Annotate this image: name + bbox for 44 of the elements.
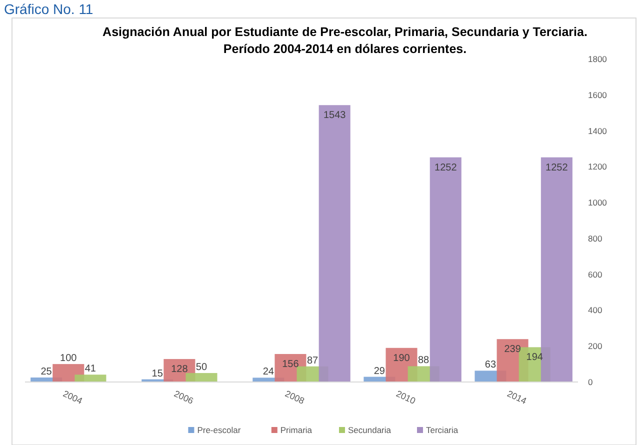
y-tick-label: 800 xyxy=(588,233,602,244)
data-label: 29 xyxy=(374,366,386,377)
data-label: 1252 xyxy=(546,162,568,174)
data-label: 128 xyxy=(171,364,188,376)
x-tick-label: 2008 xyxy=(284,388,306,406)
data-label: 88 xyxy=(418,355,430,366)
y-tick-label: 1400 xyxy=(588,126,608,136)
data-label: 63 xyxy=(484,360,496,371)
data-label: 100 xyxy=(60,353,78,364)
bar xyxy=(186,373,218,382)
data-label: 50 xyxy=(196,362,208,374)
y-tick-label: 1200 xyxy=(588,162,608,172)
chart-title: Asignación Anual por Estudiante de Pre-escolar, Primaria, Secundaria y Terciaria. xyxy=(102,25,588,39)
bar xyxy=(318,105,350,382)
y-tick-label: 400 xyxy=(588,305,602,316)
data-label: 25 xyxy=(40,366,52,378)
data-label: 190 xyxy=(393,352,410,364)
x-tick-label: 2006 xyxy=(172,388,195,406)
data-label: 24 xyxy=(262,366,274,378)
legend-label: Terciaria xyxy=(426,425,458,435)
data-label: 194 xyxy=(526,352,544,364)
data-label: 156 xyxy=(282,359,300,370)
y-tick-label: 1000 xyxy=(588,198,608,208)
y-tick-label: 600 xyxy=(588,269,602,280)
data-label: 87 xyxy=(306,355,319,366)
bar xyxy=(430,157,462,382)
y-tick-label: 0 xyxy=(588,376,593,387)
data-label: 15 xyxy=(152,368,164,380)
chart-subtitle: Período 2004-2014 en dólares corrientes. xyxy=(223,42,467,56)
data-label: 1252 xyxy=(434,162,458,174)
y-tick-label: 1800 xyxy=(588,54,608,64)
legend-label: Secundaria xyxy=(348,425,392,435)
x-tick-label: 2010 xyxy=(394,388,417,406)
x-tick-label: 2014 xyxy=(506,388,528,406)
legend-label: Primaria xyxy=(280,425,312,435)
x-tick-label: 2004 xyxy=(61,388,84,406)
data-label: 41 xyxy=(84,364,96,375)
text: Gráfico No. 11 xyxy=(4,1,94,17)
data-label: 1543 xyxy=(323,110,346,122)
y-tick-label: 1600 xyxy=(588,90,608,100)
data-label: 239 xyxy=(504,344,522,356)
bar xyxy=(74,374,106,382)
legend-label: Pre-escolar xyxy=(197,425,241,435)
y-tick-label: 200 xyxy=(588,341,602,352)
